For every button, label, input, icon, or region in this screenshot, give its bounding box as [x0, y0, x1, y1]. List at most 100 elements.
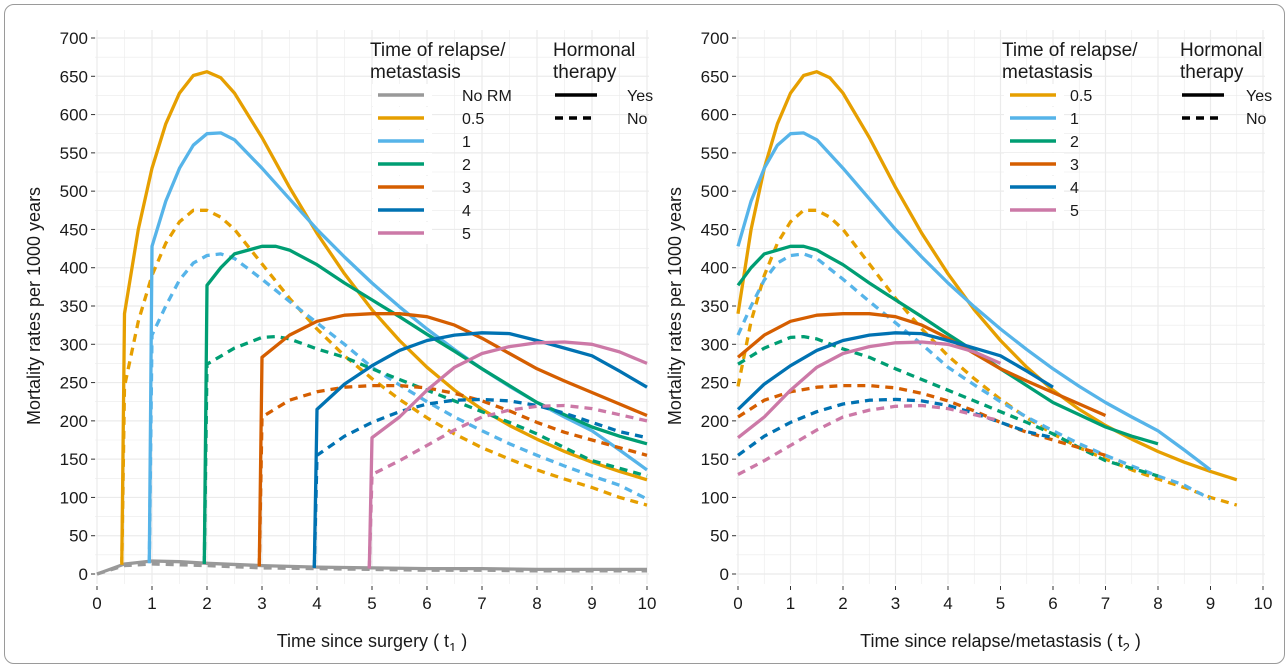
- y-tick-label: 400: [701, 259, 729, 278]
- y-axis-title: Mortality rates per 1000 years: [665, 187, 685, 425]
- series-line-no-rm-no-therapy: [96, 562, 647, 576]
- x-tick-label: 1: [147, 594, 156, 613]
- chart-panel-2: 0501001502002503003504004505005506006507…: [665, 29, 1272, 651]
- y-tick-label: 350: [60, 297, 88, 316]
- legend-title: metastasis: [1002, 62, 1093, 83]
- x-tick-label: 3: [891, 594, 900, 613]
- y-tick-label: 50: [710, 527, 729, 546]
- series-line-5-therapy: [736, 340, 1002, 439]
- legend: Time of relapse/metastasis 0.5 1 2 3 4 5 Hormon…: [1002, 40, 1272, 221]
- x-tick-label: 4: [312, 594, 321, 613]
- y-tick-label: 50: [69, 527, 88, 546]
- legend-label: 2: [1070, 134, 1079, 151]
- legend-title: therapy: [1180, 62, 1244, 83]
- y-tick-label: 500: [60, 182, 88, 201]
- series-line-2-no-therapy: [737, 334, 1159, 478]
- series-line-3-therapy: [736, 312, 1107, 418]
- series-line-5-no-therapy: [367, 403, 648, 569]
- x-tick-label: 0: [92, 594, 101, 613]
- y-tick-label: 200: [701, 412, 729, 431]
- x-tick-label: 2: [202, 594, 211, 613]
- y-axis-title: Mortality rates per 1000 years: [24, 187, 44, 425]
- legend-label: 3: [462, 180, 471, 197]
- y-tick-label: 550: [701, 144, 729, 163]
- series-line-5-therapy: [367, 340, 648, 568]
- x-tick-label: 5: [996, 594, 1005, 613]
- x-axis-title-main: Time since surgery ( t: [277, 631, 449, 651]
- legend-label: 0.5: [462, 111, 484, 128]
- x-tick-label: 8: [1153, 594, 1162, 613]
- series-line-1-no-therapy: [736, 252, 1212, 501]
- legend-label: No: [627, 111, 648, 128]
- x-axis-title-subscript: 1: [449, 640, 456, 651]
- series-line-5-no-therapy: [737, 403, 1001, 476]
- y-tick-label: 150: [60, 450, 88, 469]
- series-line-2-therapy: [736, 244, 1159, 446]
- legend-label: Yes: [1246, 88, 1272, 105]
- series-line-0-5-therapy: [736, 70, 1238, 482]
- x-tick-label: 10: [1254, 594, 1273, 613]
- series-line-1-no-therapy: [147, 252, 648, 564]
- y-tick-label: 200: [60, 412, 88, 431]
- legend-label: 1: [1070, 111, 1079, 128]
- x-tick-label: 2: [838, 594, 847, 613]
- series-line-4-therapy: [736, 331, 1054, 411]
- series-lines: [736, 70, 1238, 507]
- x-tick-label: 7: [1101, 594, 1110, 613]
- y-tick-label: 650: [60, 67, 88, 86]
- x-axis-title-tail: ): [456, 631, 467, 651]
- legend-label: No RM: [462, 88, 512, 105]
- x-tick-label: 7: [477, 594, 486, 613]
- x-axis-title-subscript: 2: [1123, 640, 1130, 651]
- legend-title: metastasis: [370, 62, 461, 83]
- series-line-3-no-therapy: [257, 383, 648, 567]
- y-tick-label: 350: [701, 297, 729, 316]
- legend-label: 0.5: [1070, 88, 1092, 105]
- legend-label: 4: [462, 203, 471, 220]
- x-tick-label: 3: [257, 594, 266, 613]
- x-axis-title: Time since surgery ( t1 ): [277, 631, 468, 651]
- x-tick-label: 8: [532, 594, 541, 613]
- y-tick-label: 0: [79, 565, 88, 584]
- y-tick-label: 450: [701, 220, 729, 239]
- legend-title: therapy: [553, 62, 617, 83]
- legend-label: No: [1246, 111, 1267, 128]
- y-tick-label: 100: [60, 488, 88, 507]
- y-tick-label: 650: [701, 67, 729, 86]
- y-tick-label: 700: [701, 29, 729, 48]
- series-line-2-therapy: [202, 244, 648, 563]
- y-tick-label: 300: [701, 335, 729, 354]
- y-tick-label: 300: [60, 335, 88, 354]
- y-tick-label: 250: [701, 374, 729, 393]
- series-line-3-therapy: [257, 312, 648, 565]
- y-tick-label: 400: [60, 259, 88, 278]
- y-tick-label: 250: [60, 374, 88, 393]
- x-tick-label: 9: [1206, 594, 1215, 613]
- y-tick-label: 600: [701, 106, 729, 125]
- y-tick-label: 700: [60, 29, 88, 48]
- gridlines: [736, 30, 1265, 584]
- series-line-4-no-therapy: [737, 397, 1054, 457]
- legend-label: 5: [1070, 203, 1079, 220]
- legend-label: Yes: [627, 88, 653, 105]
- x-tick-label: 0: [733, 594, 742, 613]
- x-tick-label: 10: [638, 594, 657, 613]
- chart-panel-1: 0501001502002503003504004505005506006507…: [24, 29, 656, 651]
- x-tick-label: 4: [943, 594, 952, 613]
- x-axis-title-main: Time since relapse/metastasis ( t: [860, 631, 1122, 651]
- x-tick-label: 9: [587, 594, 596, 613]
- x-tick-label: 6: [422, 594, 431, 613]
- series-line-4-no-therapy: [312, 397, 648, 568]
- x-tick-label: 6: [1048, 594, 1057, 613]
- x-tick-label: 1: [786, 594, 795, 613]
- legend-title: Hormonal: [1180, 40, 1262, 61]
- series-line-0-5-therapy: [120, 70, 648, 563]
- legend-label: 4: [1070, 180, 1079, 197]
- series-line-1-therapy: [736, 131, 1212, 472]
- series-lines: [96, 70, 648, 576]
- series-line-4-therapy: [312, 331, 648, 568]
- y-tick-label: 550: [60, 144, 88, 163]
- y-tick-label: 100: [701, 488, 729, 507]
